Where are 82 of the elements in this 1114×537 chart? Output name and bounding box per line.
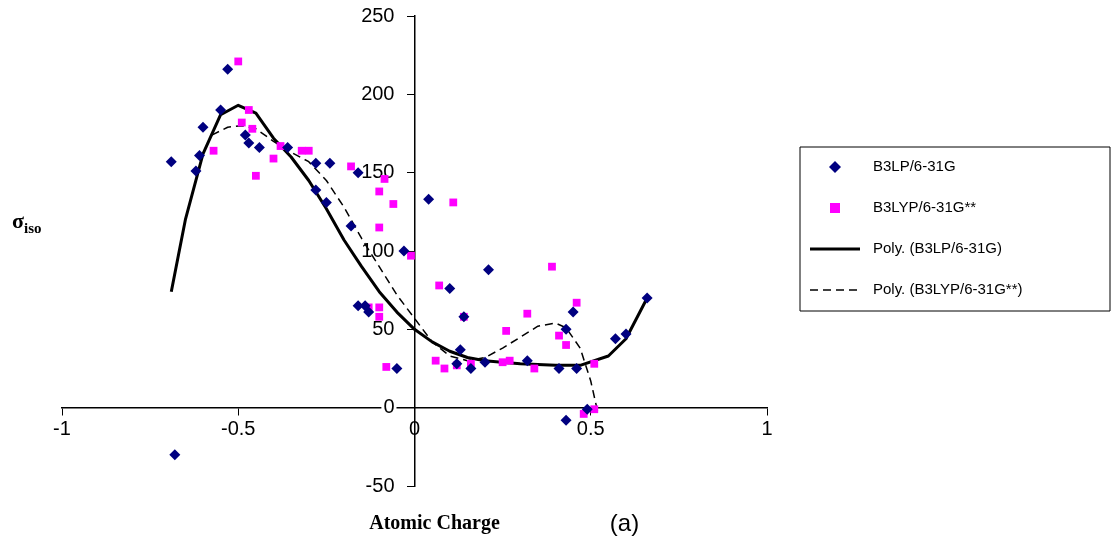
point [251,171,260,180]
point [248,124,257,133]
point [398,245,410,257]
point [169,449,181,461]
point [347,162,355,171]
point [435,281,444,290]
point [572,298,581,307]
legend-label: B3LYP/6-31G** [873,198,977,216]
x-tick-label: -0.5 [221,417,256,440]
point [590,359,599,368]
point [431,356,440,365]
point [571,363,583,374]
point [560,414,572,426]
point [555,331,563,340]
point [523,309,532,318]
point [244,106,253,114]
point [375,303,384,312]
point [297,146,306,155]
point [498,358,507,367]
point [449,198,458,207]
point [479,356,491,368]
point [234,57,243,66]
point [239,129,251,141]
y-tick-label: 0 [383,395,395,418]
point [553,363,565,374]
point [193,149,205,161]
point [222,63,234,75]
point [502,327,511,335]
text: (a) [609,509,640,536]
point [465,363,477,374]
point [641,292,653,304]
point [190,165,202,177]
y-tick-label: 50 [372,316,395,339]
point [560,323,572,335]
point [320,196,332,208]
point [530,364,539,373]
point [215,104,227,116]
point [609,333,621,345]
point [304,146,313,155]
point [253,142,265,154]
legend-label: Poly. (B3LYP/6-31G**) [873,280,1023,298]
point [243,137,255,149]
point [407,251,415,260]
point [620,328,632,340]
point [237,118,246,127]
x-tick-label: -1 [53,417,71,440]
point [375,187,384,196]
point [423,193,435,205]
point [521,355,533,367]
point [197,121,209,133]
point [345,220,357,232]
y-tick-label: 200 [361,81,395,104]
y-tick-label: -50 [365,473,395,496]
point [165,156,177,168]
legend-label: B3LP/6-31G [873,157,956,175]
legend-label: Poly. (B3LP/6-31G) [873,239,1002,257]
point [282,142,294,154]
point [363,306,375,318]
y-tick-label: 150 [361,160,395,183]
point [389,200,398,208]
point [391,363,403,374]
point [590,405,599,414]
point [562,341,570,349]
point [310,184,322,196]
point [483,264,495,276]
y-tick-label: 100 [361,238,395,261]
point [505,356,514,365]
point [375,223,384,232]
x-tick-label: 0.5 [576,417,605,440]
point [324,157,336,169]
point [548,262,556,271]
point [375,312,384,321]
point [567,306,579,318]
point [454,344,466,356]
point [581,403,593,415]
point [310,157,322,169]
x-axis-title: Atomic Charge [369,511,500,534]
y-tick-label: 250 [361,3,395,26]
point [444,283,456,295]
point [382,363,391,371]
point [209,146,218,155]
x-tick-label: 1 [761,417,773,440]
